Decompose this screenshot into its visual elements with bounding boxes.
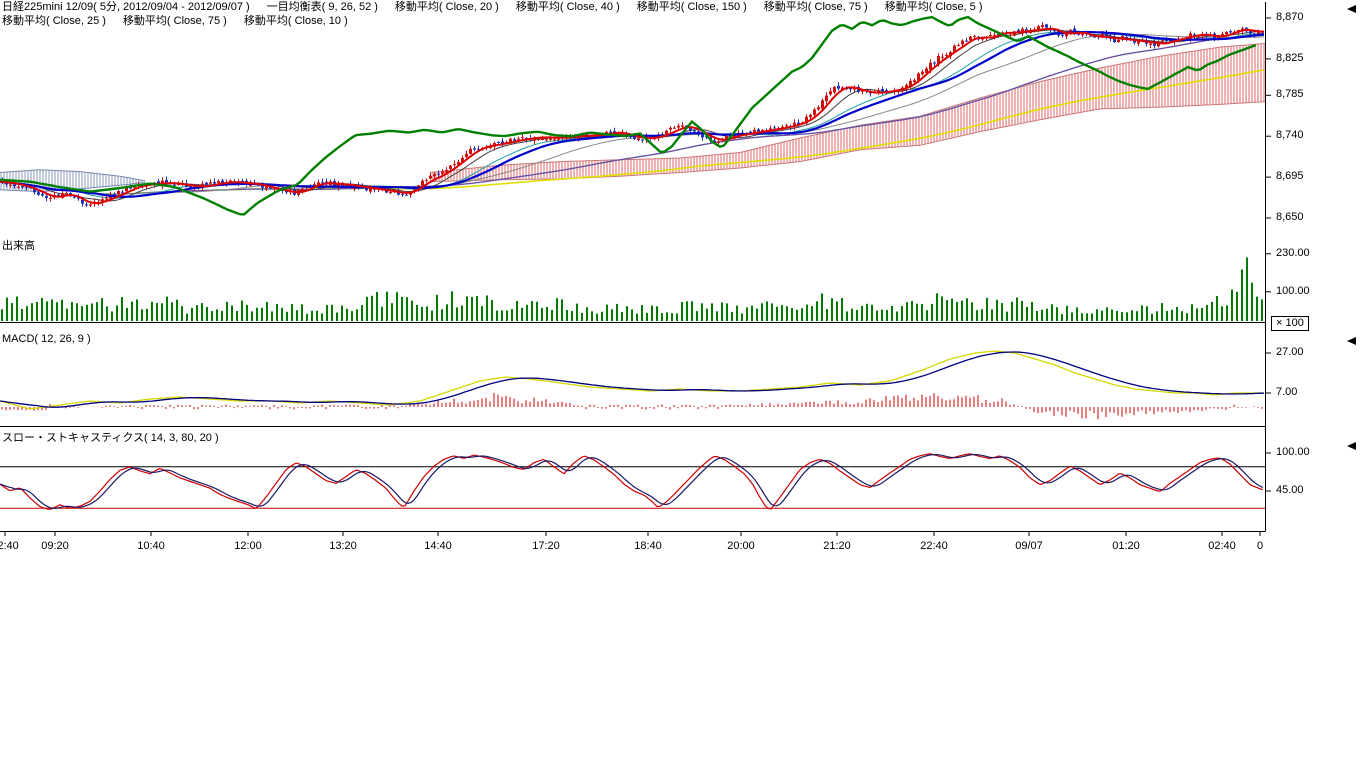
indicator-label-r1-6[interactable]: 移動平均( Close, 5 ) <box>884 1 983 13</box>
time-axis-label: 20:00 <box>727 540 755 552</box>
price-axis-label: 8,650 <box>1276 211 1304 223</box>
time-axis-label: 09:20 <box>41 540 69 552</box>
scroll-marker-icon[interactable] <box>1347 442 1356 450</box>
time-axis-label: 14:40 <box>424 540 452 552</box>
price-axis-label: 8,740 <box>1276 129 1304 142</box>
time-axis-label: 12:00 <box>234 540 262 552</box>
macd-panel-label: MACD( 12, 26, 9 ) <box>2 333 91 345</box>
time-axis-label: 18:40 <box>634 540 662 552</box>
chart-canvas[interactable] <box>0 0 1366 600</box>
volume-multiplier-box: × 100 <box>1271 316 1309 331</box>
indicator-label-r2-2[interactable]: 移動平均( Close, 10 ) <box>243 15 348 27</box>
volume-axis-label: 100.00 <box>1276 284 1310 297</box>
price-axis-label: 8,870 <box>1276 11 1304 23</box>
indicator-label-r1-5[interactable]: 移動平均( Close, 75 ) <box>763 1 868 13</box>
indicator-label-r1-2[interactable]: 移動平均( Close, 20 ) <box>394 1 499 13</box>
indicator-label-r1-1[interactable]: 一目均衡表( 9, 26, 52 ) <box>266 1 378 13</box>
time-axis-label: 0 <box>1256 540 1264 552</box>
price-panel[interactable] <box>0 15 1265 216</box>
stoch-axis-label: 45.00 <box>1276 484 1304 496</box>
stoch-panel[interactable] <box>0 453 1265 510</box>
macd-axis-label: 27.00 <box>1276 346 1304 358</box>
time-axis-label: 13:20 <box>329 540 357 552</box>
scroll-marker-icon[interactable] <box>1347 5 1356 13</box>
indicator-label-r1-3[interactable]: 移動平均( Close, 40 ) <box>515 1 620 13</box>
stoch-axis-label: 100.00 <box>1276 446 1310 458</box>
macd-panel[interactable] <box>0 350 1265 420</box>
time-axis-label: 02:40 <box>1208 540 1236 552</box>
volume-axis-label: 230.00 <box>1276 246 1310 259</box>
macd-axis-label: 7.00 <box>1276 386 1298 398</box>
time-axis-label: 21:20 <box>823 540 851 552</box>
indicator-label-r1-4[interactable]: 移動平均( Close, 150 ) <box>636 1 747 13</box>
indicator-label-r1-0[interactable]: 日経225mini 12/09( 5分, 2012/09/04 - 2012/0… <box>2 1 250 13</box>
indicator-label-r2-0[interactable]: 移動平均( Close, 25 ) <box>2 15 106 27</box>
price-axis-label: 8,695 <box>1276 170 1304 183</box>
time-axis-label: 22:40 <box>920 540 948 552</box>
time-axis-label: 01:20 <box>1112 540 1140 552</box>
price-axis-label: 8,785 <box>1276 88 1304 101</box>
volume-panel-label: 出来高 <box>2 240 35 252</box>
indicator-header-row2: 移動平均( Close, 25 ) 移動平均( Close, 75 ) 移動平均( … <box>2 15 365 28</box>
time-axis-label: 09/07 <box>1015 540 1043 552</box>
volume-panel[interactable] <box>1 257 1263 321</box>
time-axis-label: 10:40 <box>137 540 165 552</box>
scroll-marker-icon[interactable] <box>1347 337 1356 345</box>
stoch-panel-label: スロー・ストキャスティクス( 14, 3, 80, 20 ) <box>2 432 219 444</box>
time-axis-label: 22:40 <box>0 540 19 552</box>
price-axis-label: 8,825 <box>1276 51 1304 64</box>
indicator-header-row1: 日経225mini 12/09( 5分, 2012/09/04 - 2012/0… <box>2 1 1000 14</box>
indicator-label-r2-1[interactable]: 移動平均( Close, 75 ) <box>122 15 227 27</box>
time-axis-label: 17:20 <box>532 540 560 552</box>
